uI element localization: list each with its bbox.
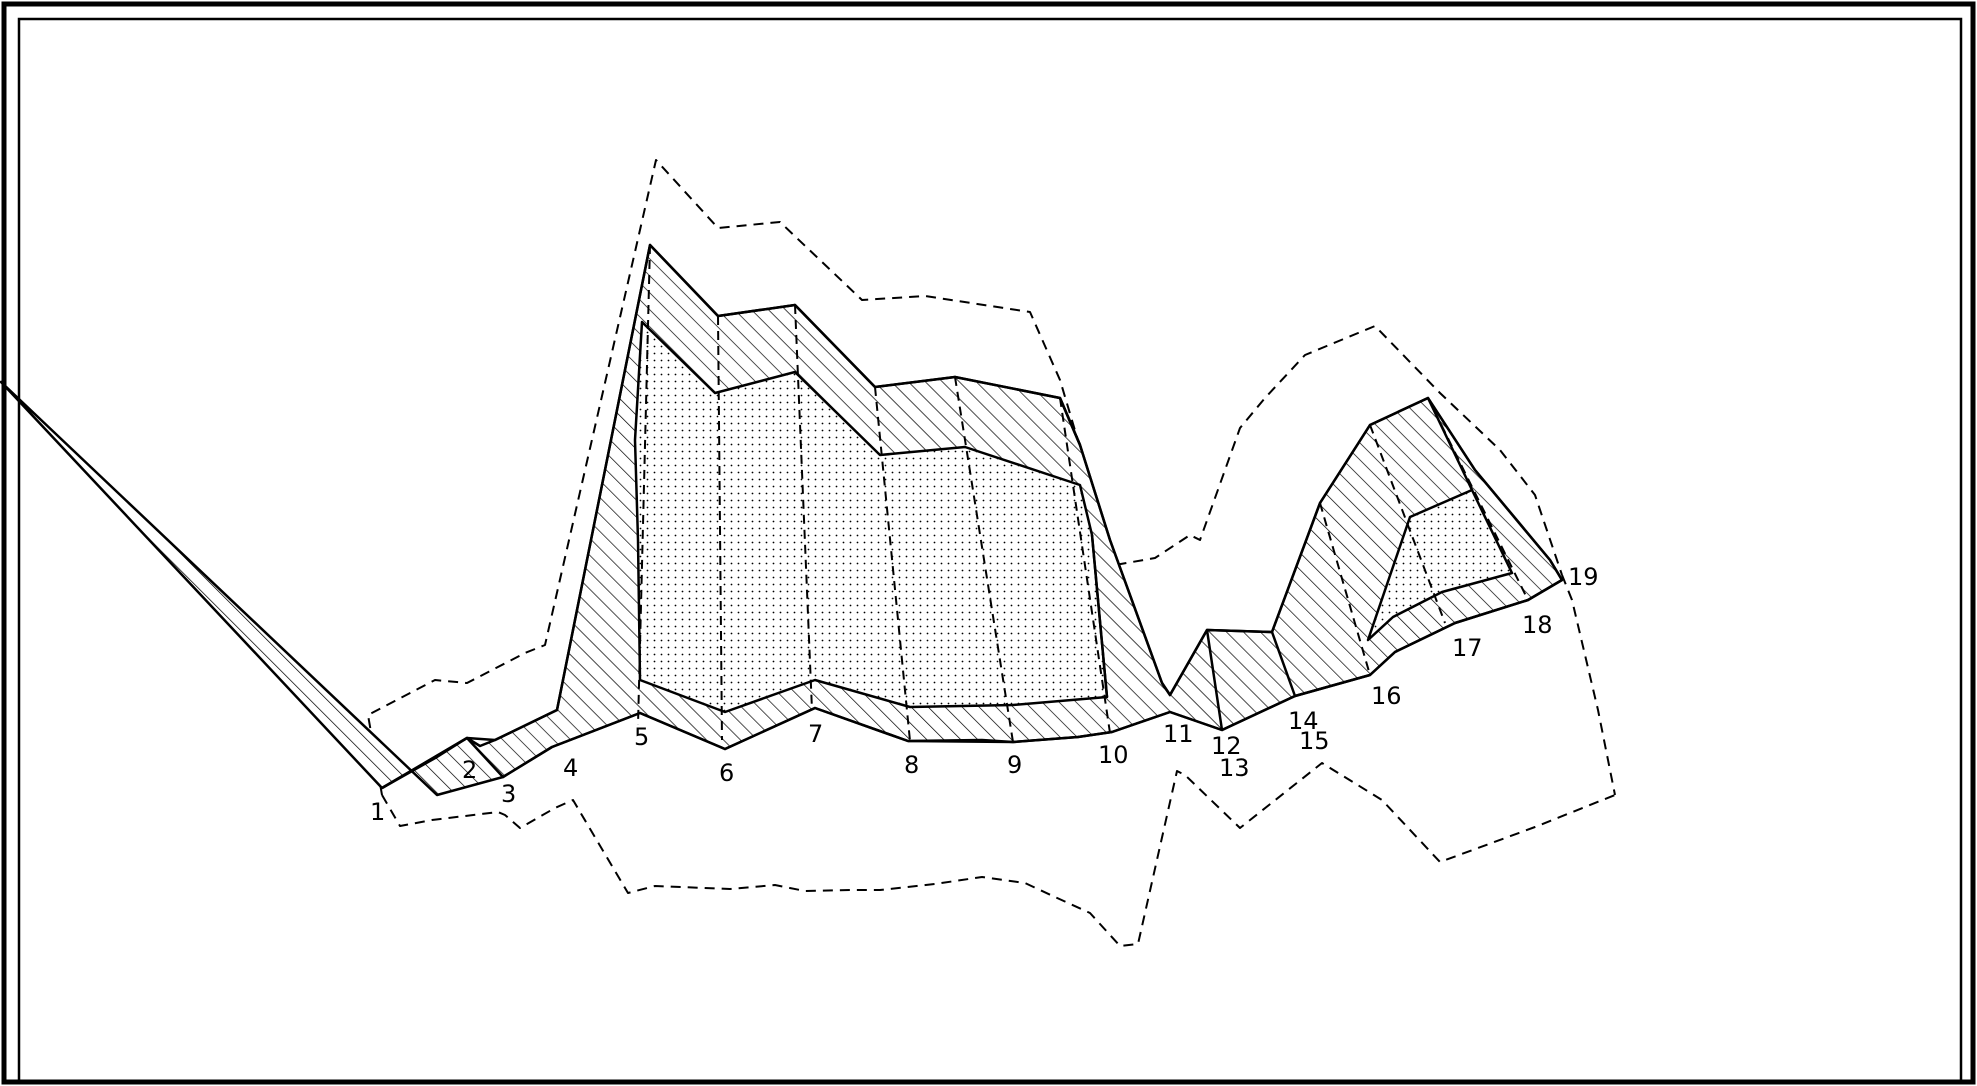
station-label-15: 15 [1299, 727, 1330, 755]
station-label-1: 1 [370, 798, 385, 826]
station-label-2: 2 [462, 756, 477, 784]
section-line-5 [637, 244, 651, 726]
section-line-18 [1427, 397, 1529, 601]
section-line-6 [717, 315, 723, 741]
inner-frame [17, 17, 1963, 1084]
section-line-17 [1369, 424, 1446, 624]
station-label-19: 19 [1568, 563, 1599, 591]
section-line-10 [1059, 397, 1111, 734]
step-14-15 [1270, 631, 1297, 697]
inner-left-edge [1090, 534, 1109, 698]
section-line-9 [954, 376, 1014, 743]
station-label-18: 18 [1522, 611, 1553, 639]
right-dashed-boundary [1561, 574, 1616, 796]
stippled-core-left [633, 320, 1109, 714]
step-13-14 [1205, 629, 1224, 731]
station-label-12: 12 [1211, 732, 1242, 760]
lower-dashed-boundary [381, 762, 1616, 947]
station-label-6: 6 [719, 759, 734, 787]
station-label-14: 14 [1288, 707, 1319, 735]
station-labels: 1 2 3 4 5 6 7 8 9 10 11 12 13 14 15 16 1… [370, 563, 1599, 826]
section-lines [637, 244, 1529, 743]
bottom-surface-line [381, 578, 1563, 790]
section-line-7 [794, 304, 813, 711]
station-label-17: 17 [1452, 634, 1483, 662]
station-label-13: 13 [1219, 754, 1250, 782]
station-label-3: 3 [501, 780, 516, 808]
station-label-5: 5 [634, 723, 649, 751]
station-label-10: 10 [1098, 741, 1129, 769]
station-label-4: 4 [563, 754, 578, 782]
upper-dashed-boundary [367, 159, 1563, 796]
station-label-11: 11 [1163, 720, 1194, 748]
station-label-7: 7 [808, 720, 823, 748]
station-label-9: 9 [1007, 751, 1022, 779]
right-mound-outline [1160, 396, 1564, 697]
inner-right-link [1058, 397, 1082, 446]
station-label-8: 8 [904, 751, 919, 779]
station-label-16: 16 [1371, 682, 1402, 710]
